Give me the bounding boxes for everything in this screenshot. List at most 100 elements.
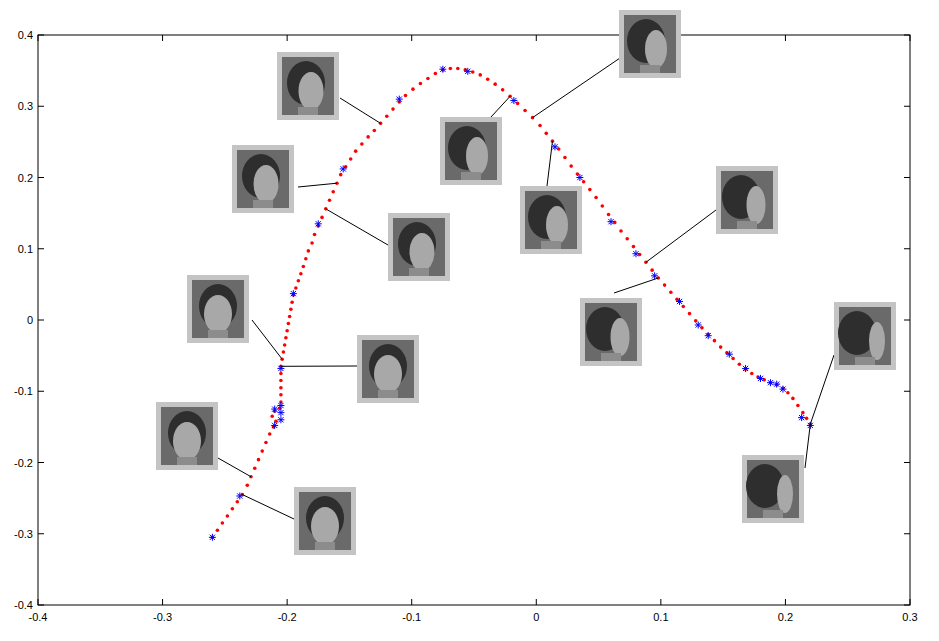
thumbnail-background [839,307,891,365]
star-point [726,351,733,358]
thumbnail-background [525,191,577,249]
thumbnail-neck [409,268,429,276]
dot-point [713,339,717,343]
dot-point [287,322,291,326]
dot-point [328,199,332,203]
dot-point [339,173,343,177]
dot-point [282,350,286,354]
thumbnail-frame [440,117,502,185]
y-tick-label: -0.1 [14,385,33,397]
thumbnail-neck [177,457,197,465]
thumbnail-frame [156,402,218,470]
thumbnail-face [546,206,568,244]
x-tick-top [785,35,786,41]
dot-point [688,312,692,316]
dot-point [750,372,754,376]
x-tick [162,599,163,605]
y-tick-right [904,462,910,463]
dot-point [290,300,294,304]
thumbnail-background [747,460,799,518]
series [209,66,814,541]
data-marks [209,66,814,541]
thumbnail-background [624,15,676,73]
thumbnail-background [192,280,244,338]
thumbnail-frame [580,298,642,366]
dot-point [538,124,542,128]
thumbnail-face [645,30,667,68]
star-point [767,379,774,386]
face-thumbnail [294,487,356,555]
face-thumbnail [742,455,804,523]
dot-point [650,268,654,272]
leader-line [533,58,620,118]
x-tick-label: 0.2 [778,611,793,623]
star-point [236,492,243,499]
face-thumbnail [187,275,249,343]
thumbnail-frame [232,145,294,213]
dot-point [700,326,704,330]
dot-point [373,129,377,133]
face-thumbnail [232,145,294,213]
thumbnail-background [445,122,497,180]
thumbnails [156,10,896,555]
thumbnail-neck [763,510,783,518]
dot-point [719,345,723,349]
y-tick [38,248,44,249]
thumbnail-face [299,72,324,110]
leader-line [218,458,251,477]
dot-point [270,414,274,418]
star-point [757,375,764,382]
thumbnail-neck [461,172,481,180]
thumbnail-neck [298,107,318,115]
thumbnail-neck [601,353,621,361]
dot-point [731,357,735,361]
y-tick-right [904,248,910,249]
y-tick [38,533,44,534]
plot-area [38,35,910,605]
dot-point [569,164,573,168]
dot-point [304,257,308,261]
thumbnail-face [410,233,435,271]
face-thumbnail [277,52,339,120]
thumbnail-frame [716,166,778,234]
dot-point [349,157,353,161]
dot-point [582,180,586,184]
star-point [742,365,749,372]
dot-point [216,528,220,532]
thumbnail-frame [357,335,419,403]
leader-line [298,183,337,187]
thumbnail-frame [388,213,450,281]
x-tick [411,599,412,605]
thumbnail-face [747,186,766,224]
star-point [277,402,284,409]
thumbnail-background [362,340,414,398]
dot-point [434,72,438,76]
dot-point [307,249,311,253]
star-point [773,381,780,388]
dot-point [320,216,324,220]
y-tick [38,106,44,107]
dot-point [588,188,592,192]
x-tick-label: -0.1 [402,611,421,623]
y-tick-label: 0 [27,314,33,326]
dot-point [310,241,314,245]
thumbnail-background [585,303,637,361]
star-point [277,409,284,416]
star-point [439,66,446,73]
x-tick [536,599,537,605]
dot-point [253,466,257,470]
dot-point [284,336,288,340]
dot-point [385,114,389,118]
y-tick-label: 0.1 [18,243,33,255]
thumbnail-neck [541,241,561,249]
dot-point [738,362,742,366]
dot-point [236,500,240,504]
y-tick [38,462,44,463]
x-tick-top [536,35,537,41]
dot-point [302,265,306,269]
y-tick-label: 0.3 [18,100,33,112]
thumbnail-background [237,150,289,208]
dot-point [279,386,283,390]
dot-point [501,88,505,92]
thumbnail-neck [253,200,273,208]
